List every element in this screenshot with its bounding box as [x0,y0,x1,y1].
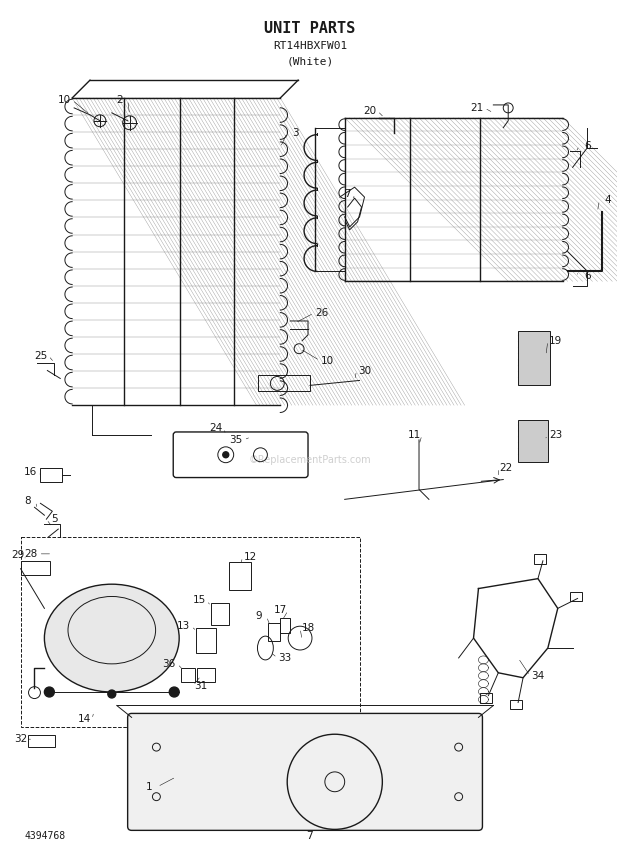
Text: 4394768: 4394768 [25,831,66,841]
Text: 14: 14 [78,715,91,724]
Circle shape [45,687,55,697]
Text: 31: 31 [194,681,208,691]
Text: 19: 19 [549,336,562,346]
Bar [259,376,310,391]
Text: 6: 6 [584,140,591,151]
Text: 10: 10 [321,355,334,366]
Text: 35: 35 [229,435,242,445]
Text: 33: 33 [278,653,292,663]
Bar [211,603,229,625]
Bar [40,467,62,482]
Text: 29: 29 [11,550,24,560]
Text: 7: 7 [307,831,313,841]
Text: 24: 24 [209,423,223,433]
Text: 10: 10 [58,95,71,105]
Text: 34: 34 [531,671,544,681]
Text: 1: 1 [146,782,153,792]
Text: 36: 36 [162,659,176,669]
Text: 4: 4 [604,195,611,205]
Text: 8: 8 [24,496,31,507]
Text: 26: 26 [315,308,329,318]
Text: 12: 12 [244,552,257,562]
Bar [268,623,280,641]
Text: 15: 15 [192,596,206,605]
Text: 13: 13 [177,621,190,631]
Text: 32: 32 [14,734,27,744]
Bar [570,591,582,602]
Bar [20,537,360,728]
Text: 21: 21 [470,103,483,113]
Text: 22: 22 [500,462,513,473]
Text: 16: 16 [24,467,37,477]
Circle shape [223,452,229,458]
Text: 3: 3 [292,128,298,138]
Bar [480,693,492,703]
Text: 6: 6 [584,271,591,282]
Text: RT14HBXFW01: RT14HBXFW01 [273,41,347,51]
Bar [510,699,522,710]
Text: 28: 28 [24,549,37,559]
Bar [518,420,548,461]
Text: 11: 11 [407,430,421,440]
Bar [197,668,215,681]
Text: 2: 2 [117,95,123,105]
Text: 25: 25 [34,351,47,360]
Text: 9: 9 [255,611,262,621]
Bar [181,668,195,681]
Text: 17: 17 [273,605,287,615]
Bar [27,735,55,747]
Bar [518,331,550,385]
Text: 23: 23 [549,430,562,440]
Text: 30: 30 [358,366,371,376]
Circle shape [108,690,116,698]
Bar [196,628,216,653]
Text: 5: 5 [51,514,58,524]
Bar [20,561,50,574]
Text: ©ReplacementParts.com: ©ReplacementParts.com [249,455,371,465]
Circle shape [169,687,179,697]
Ellipse shape [45,584,179,692]
Text: 18: 18 [301,623,314,633]
FancyBboxPatch shape [128,713,482,830]
Text: 20: 20 [363,106,376,116]
Text: 7: 7 [344,189,351,199]
Bar [280,618,290,633]
Text: (White): (White) [286,56,334,66]
Text: UNIT PARTS: UNIT PARTS [264,21,356,36]
Bar [534,554,546,564]
Bar [229,562,250,590]
